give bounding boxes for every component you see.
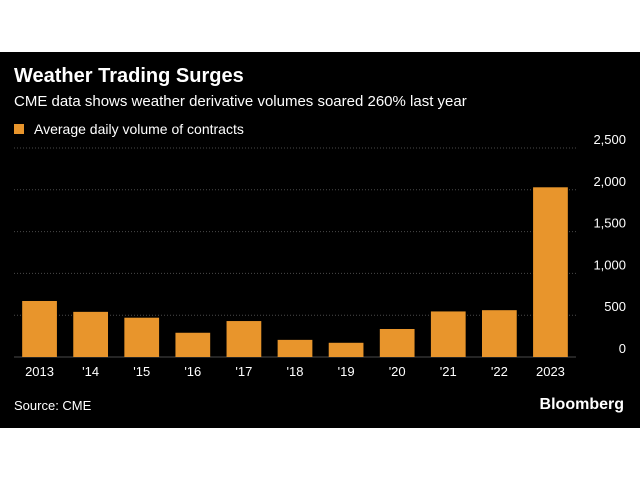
x-tick-label: '15 <box>133 364 150 379</box>
chart-legend: Average daily volume of contracts <box>14 120 244 138</box>
bar <box>277 339 313 357</box>
x-tick-label: '18 <box>287 364 304 379</box>
x-tick-label: '14 <box>82 364 99 379</box>
x-tick-label: 2023 <box>536 364 565 379</box>
x-tick-label: '16 <box>184 364 201 379</box>
chart-subtitle: CME data shows weather derivative volume… <box>14 93 467 110</box>
y-tick-label: 2,500 <box>593 132 626 147</box>
x-tick-label: 2013 <box>25 364 54 379</box>
bars <box>22 187 568 357</box>
x-tick-label: '21 <box>440 364 457 379</box>
y-tick-label: 1,500 <box>593 216 626 231</box>
x-tick-label: '17 <box>235 364 252 379</box>
y-tick-label: 500 <box>604 299 626 314</box>
bar <box>481 310 517 357</box>
bar <box>226 321 262 357</box>
y-axis-labels: 0 500 1,000 1,500 2,000 2,500 <box>593 132 626 356</box>
y-tick-label: 1,000 <box>593 257 626 272</box>
x-tick-label: '22 <box>491 364 508 379</box>
bar <box>175 332 211 357</box>
chart-panel: Weather Trading Surges CME data shows we… <box>0 52 640 428</box>
bar-chart: 2013 '14 '15 '16 '17 '18 '19 '20 '21 '22 2023 0 500… <box>14 132 626 379</box>
x-tick-label: '20 <box>389 364 406 379</box>
x-tick-label: '19 <box>338 364 355 379</box>
y-tick-label: 2,000 <box>593 174 626 189</box>
bar <box>328 342 364 357</box>
chart-title: Weather Trading Surges <box>14 65 244 87</box>
bar <box>430 311 466 357</box>
x-axis-labels: 2013 '14 '15 '16 '17 '18 '19 '20 '21 '22 2023 <box>25 364 565 379</box>
bar <box>533 187 568 357</box>
source-note: Source: CME <box>14 398 92 413</box>
bar <box>124 317 160 357</box>
bar <box>379 328 415 357</box>
legend-swatch <box>14 124 24 134</box>
y-tick-label: 0 <box>619 341 626 356</box>
legend-label: Average daily volume of contracts <box>34 121 244 137</box>
bar <box>73 311 109 357</box>
bloomberg-logo: Bloomberg <box>539 396 624 413</box>
bar <box>22 300 57 357</box>
